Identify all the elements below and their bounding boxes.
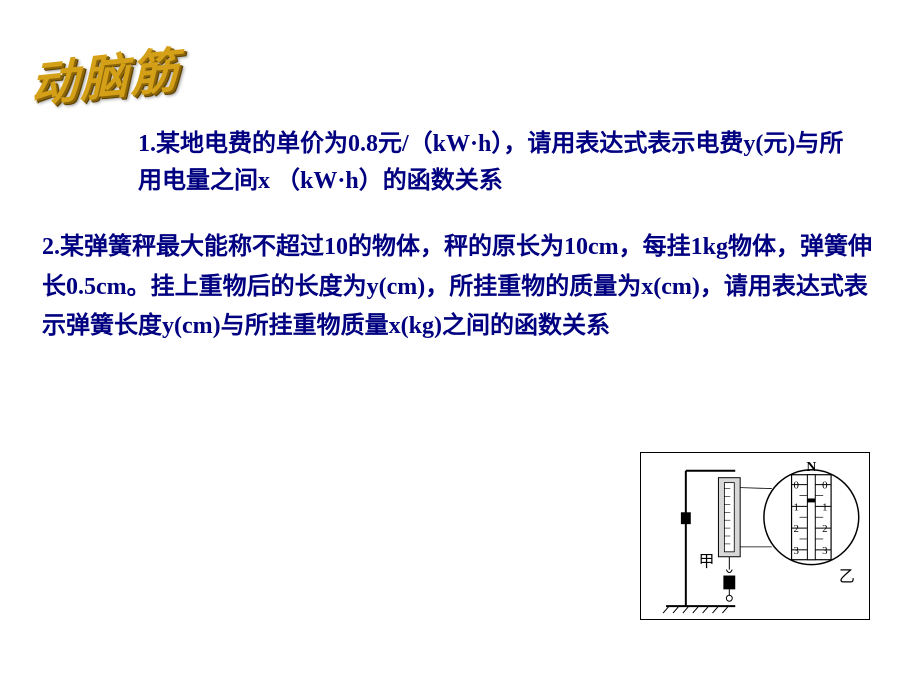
wordart-title: 动脑筋 [30, 30, 180, 116]
question-1: 1.某地电费的单价为0.8元/（kW·h），请用表达式表示电费y(元)与所用电量… [138, 126, 858, 200]
svg-text:0: 0 [794, 480, 800, 492]
svg-text:3: 3 [822, 545, 827, 557]
svg-text:2: 2 [794, 523, 799, 535]
svg-text:3: 3 [794, 545, 799, 557]
svg-text:2: 2 [822, 523, 827, 535]
question-2: 2.某弹簧秤最大能称不超过10的物体，秤的原长为10cm，每挂1kg物体，弹簧伸… [42, 228, 872, 347]
svg-text:1: 1 [794, 501, 799, 513]
diagram-label-left: 甲 [699, 554, 715, 571]
diagram-label-n: N [806, 459, 816, 474]
spring-scale-diagram: 甲 N 0 1 2 3 [640, 452, 870, 620]
svg-text:0: 0 [822, 480, 828, 492]
diagram-label-right: 乙 [839, 568, 855, 585]
svg-text:1: 1 [822, 501, 827, 513]
